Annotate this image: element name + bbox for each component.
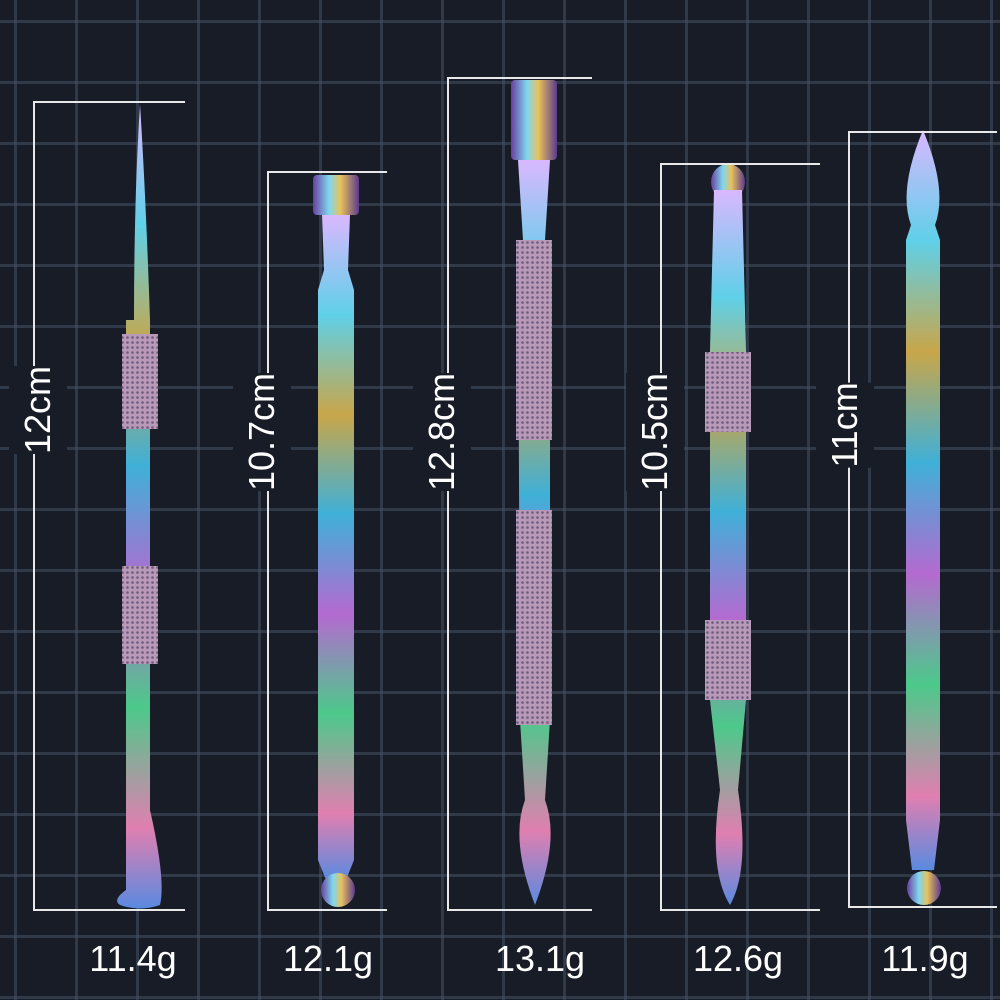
weight-label-2: 12.1g: [282, 938, 374, 979]
dimension-bracket-5: [848, 131, 997, 908]
length-label-1: 12cm: [9, 365, 67, 455]
length-label-3: 12.8cm: [413, 372, 471, 492]
weight-label-4: 12.6g: [692, 938, 784, 979]
tool-5: [906, 130, 941, 905]
dimension-bracket-4: [660, 163, 820, 911]
tool-3: [511, 80, 557, 905]
dimension-bracket-1: [33, 101, 185, 911]
weight-label-3: 13.1g: [494, 938, 586, 979]
weight-label-5: 11.9g: [881, 938, 969, 979]
dimension-bracket-2: [267, 171, 387, 911]
tool-1: [117, 104, 162, 909]
length-label-4: 10.5cm: [626, 372, 684, 492]
weight-label-1: 11.4g: [89, 938, 177, 979]
tool-2: [313, 175, 359, 907]
tool-4: [705, 164, 751, 905]
length-label-2: 10.7cm: [233, 372, 291, 492]
length-label-5: 11cm: [816, 382, 874, 468]
dimension-bracket-3: [447, 77, 592, 911]
